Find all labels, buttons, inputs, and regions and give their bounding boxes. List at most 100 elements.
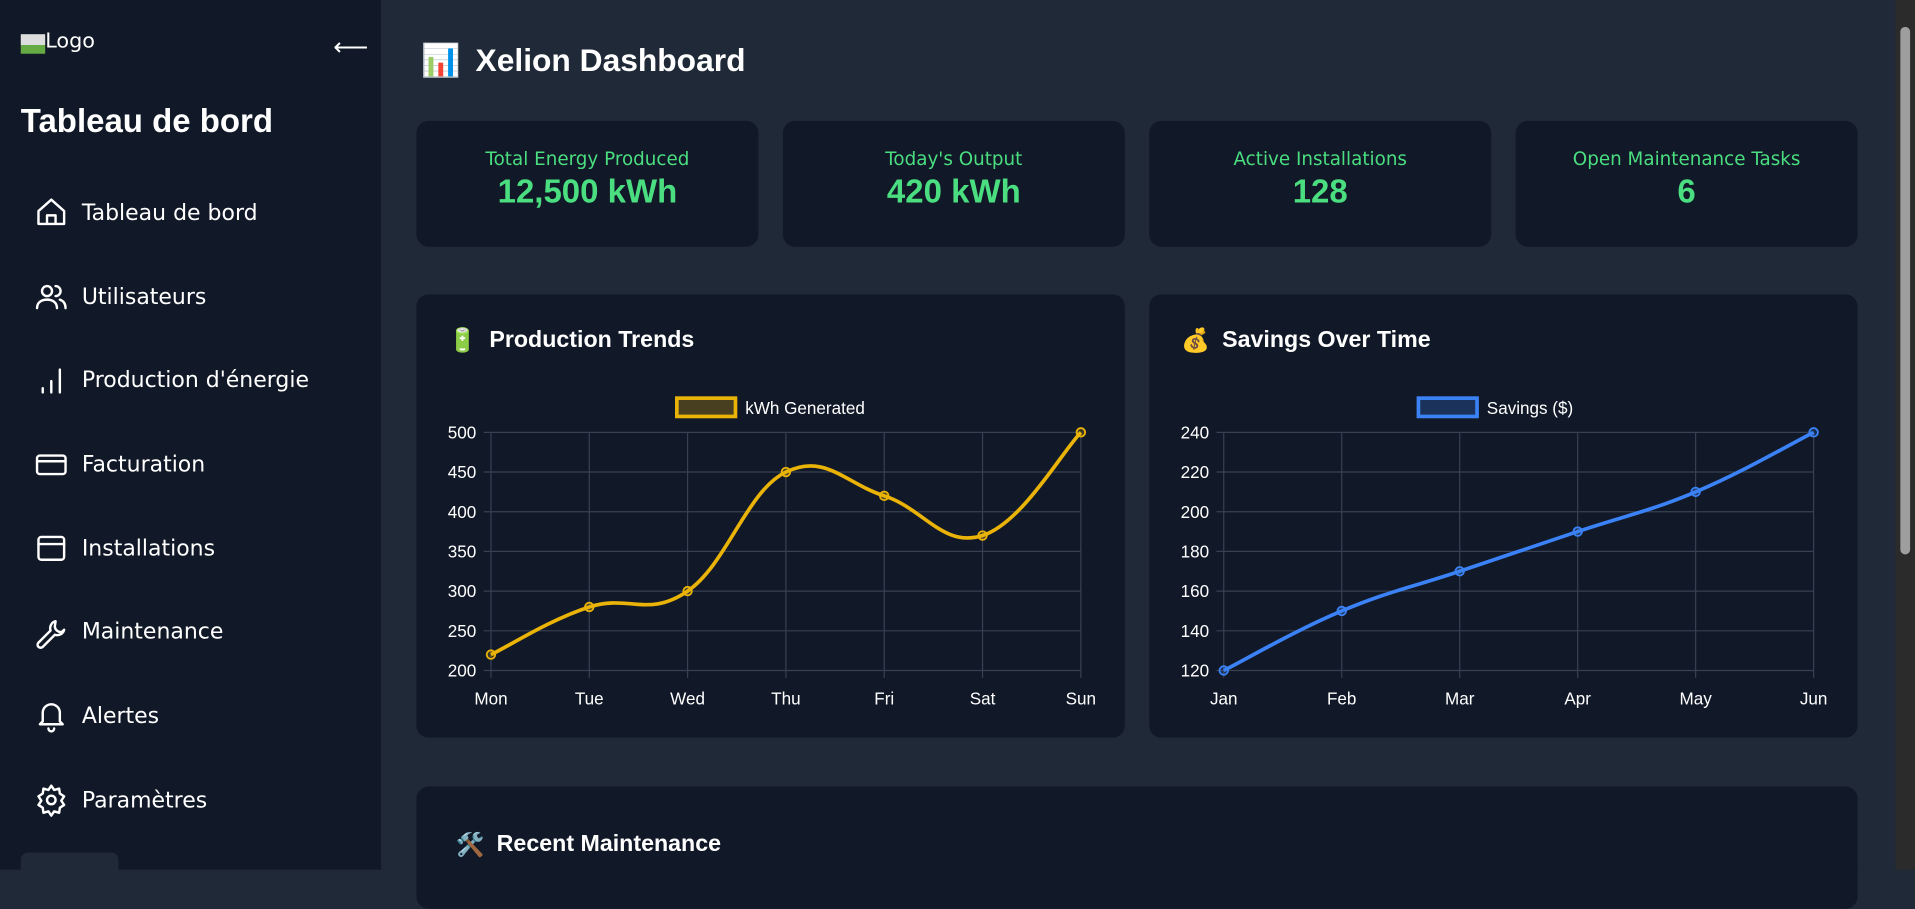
data-point[interactable] [584,601,595,613]
credit-card-icon [35,454,67,476]
sidebar-item-energy-production[interactable]: Production d'énergie [34,339,309,423]
sidebar-item-label: Alertes [81,703,160,730]
stat-card-total-energy: Total Energy Produced 12,500 kWh [416,120,759,247]
stat-label: Today's Output [885,147,1023,170]
home-icon [37,198,66,226]
page-title: 📊 Xelion Dashboard [421,42,745,80]
tools-icon: 🛠️ [455,832,485,859]
x-tick-label: Apr [1564,690,1591,709]
data-point[interactable] [485,649,497,660]
data-point[interactable] [977,530,988,541]
data-point[interactable] [1572,526,1583,537]
sidebar-item-dashboard[interactable]: Tableau de bord [34,171,309,255]
sidebar-item-label: Paramètres [81,787,208,813]
recent-maintenance-card: 🛠️ Recent Maintenance [416,786,1858,909]
sidebar-item-label: Facturation [81,451,206,478]
x-tick-label: Mon [474,690,507,709]
stat-card-open-maintenance: Open Maintenance Tasks 6 [1515,120,1858,247]
stat-label: Total Energy Produced [485,147,690,170]
stat-value: 12,500 kWh [497,173,678,211]
money-bag-icon: 💰 [1180,328,1210,355]
legend-swatch[interactable] [1416,396,1479,419]
panel-icon [37,535,66,562]
data-point[interactable] [1690,486,1701,498]
data-point[interactable] [1808,427,1819,438]
x-tick-label: Fri [874,690,894,709]
sidebar-title: Tableau de bord [20,102,273,140]
stat-value: 420 kWh [886,173,1021,211]
savings-chart: 120 140 160 180 200 220 240 Jan Feb Mar Apr May Jun S… [1181,396,1828,709]
data-point[interactable] [1075,427,1087,438]
data-point[interactable] [780,466,792,478]
stat-value: 128 [1292,173,1348,211]
page-title-text: Xelion Dashboard [475,41,746,79]
x-tick-label: Mar [1445,690,1475,709]
y-tick-label: 240 [1181,423,1210,442]
sidebar-item-settings[interactable]: Paramètres [34,758,309,842]
x-tick-label: Wed [670,690,705,709]
legend-swatch[interactable] [675,396,738,419]
sidebar-item-label: Maintenance [81,619,224,646]
logo: Logo [20,29,95,54]
broken-image-icon [20,34,46,54]
y-tick-label: 220 [1181,463,1210,482]
sidebar: Logo ⟵ Tableau de bord Tableau de bord U… [0,0,382,890]
wrench-icon [36,619,66,649]
stat-card-active-installations: Active Installations 128 [1149,120,1492,247]
gear-icon [37,784,66,818]
x-tick-label: Sat [970,690,996,709]
y-tick-label: 200 [448,662,477,681]
x-tick-label: Jan [1210,690,1238,709]
stat-label: Active Installations [1233,147,1407,170]
sidebar-item-installations[interactable]: Installations [34,507,309,591]
chart-title: 🔋 Production Trends [448,326,694,355]
y-tick-label: 200 [1181,503,1210,522]
data-point[interactable] [1454,566,1465,577]
scrollbar-thumb[interactable] [1900,26,1911,555]
savings-over-time-card: 💰 Savings Over Time 120 140 160 180 200 220 240… [1149,294,1858,738]
y-tick-label: 180 [1181,543,1210,562]
y-tick-label: 120 [1181,662,1210,681]
users-icon [35,284,67,310]
y-tick-label: 450 [448,463,477,482]
sidebar-item-label: Utilisateurs [81,283,207,310]
data-point[interactable] [1218,665,1229,676]
production-trends-card: 🔋 Production Trends 200 250 300 350 400 450 500… [416,294,1125,738]
bell-icon [38,703,64,734]
x-tick-label: Thu [771,690,800,709]
x-tick-label: Sun [1066,690,1096,709]
data-point[interactable] [682,585,693,597]
y-tick-label: 140 [1181,622,1210,641]
chart-emoji-icon: 📊 [421,41,461,79]
sidebar-item-alerts[interactable]: Alertes [34,674,309,758]
legend-label[interactable]: kWh Generated [745,399,865,418]
series-line [490,431,1083,657]
data-point[interactable] [879,490,890,502]
bar-chart-icon [41,368,62,394]
scrollbar[interactable] [1895,0,1915,870]
data-point[interactable] [1336,605,1347,617]
stat-card-todays-output: Today's Output 420 kWh [782,120,1125,247]
arrow-left-icon: ⟵ [333,31,369,62]
sidebar-item-billing[interactable]: Facturation [34,423,309,507]
x-tick-label: Jun [1800,690,1828,709]
sidebar-item-maintenance[interactable]: Maintenance [34,590,309,674]
y-tick-label: 160 [1181,582,1210,601]
collapse-sidebar-button[interactable]: ⟵ [333,32,368,61]
logo-alt-text: Logo [45,29,95,54]
legend-label[interactable]: Savings ($) [1487,399,1573,418]
y-tick-label: 350 [448,543,477,562]
x-tick-label: May [1680,690,1713,709]
y-tick-label: 400 [448,503,477,522]
y-tick-label: 300 [448,582,477,601]
section-title: 🛠️ Recent Maintenance [456,830,722,859]
sidebar-item-users[interactable]: Utilisateurs [34,255,309,339]
x-tick-label: Feb [1327,690,1356,709]
chart-title-text: Production Trends [489,327,695,353]
y-tick-label: 500 [448,423,477,442]
battery-icon: 🔋 [448,328,478,355]
chart-title: 💰 Savings Over Time [1181,326,1431,355]
sidebar-item-label: Production d'énergie [81,367,310,394]
sidebar-bottom-button[interactable] [20,852,119,890]
x-tick-label: Tue [575,690,604,709]
